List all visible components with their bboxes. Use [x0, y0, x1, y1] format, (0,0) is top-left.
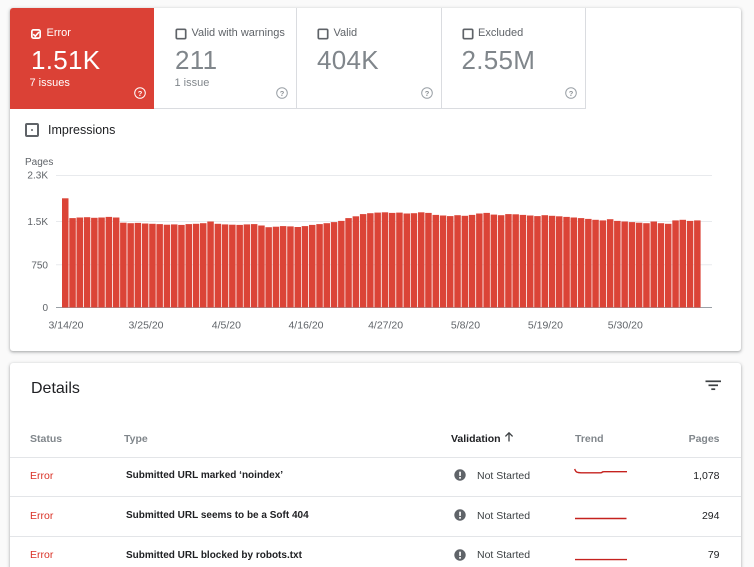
svg-text:2.3K: 2.3K: [27, 171, 48, 182]
svg-text:?: ?: [569, 89, 574, 98]
svg-text:?: ?: [424, 89, 429, 98]
svg-text:?: ?: [138, 89, 143, 98]
svg-text:4/5/20: 4/5/20: [212, 319, 241, 331]
svg-text:3/25/20: 3/25/20: [128, 319, 163, 331]
svg-text:4/27/20: 4/27/20: [368, 319, 403, 331]
svg-text:5/8/20: 5/8/20: [451, 319, 480, 331]
svg-text:0: 0: [42, 303, 48, 314]
svg-text:Pages: Pages: [25, 157, 53, 168]
svg-text:5/30/20: 5/30/20: [608, 319, 643, 331]
svg-text:750: 750: [31, 261, 48, 272]
svg-text:5/19/20: 5/19/20: [528, 319, 563, 331]
svg-text:4/16/20: 4/16/20: [288, 319, 323, 331]
svg-text:3/14/20: 3/14/20: [48, 319, 83, 331]
svg-text:?: ?: [280, 89, 285, 98]
svg-text:1.5K: 1.5K: [27, 217, 48, 228]
